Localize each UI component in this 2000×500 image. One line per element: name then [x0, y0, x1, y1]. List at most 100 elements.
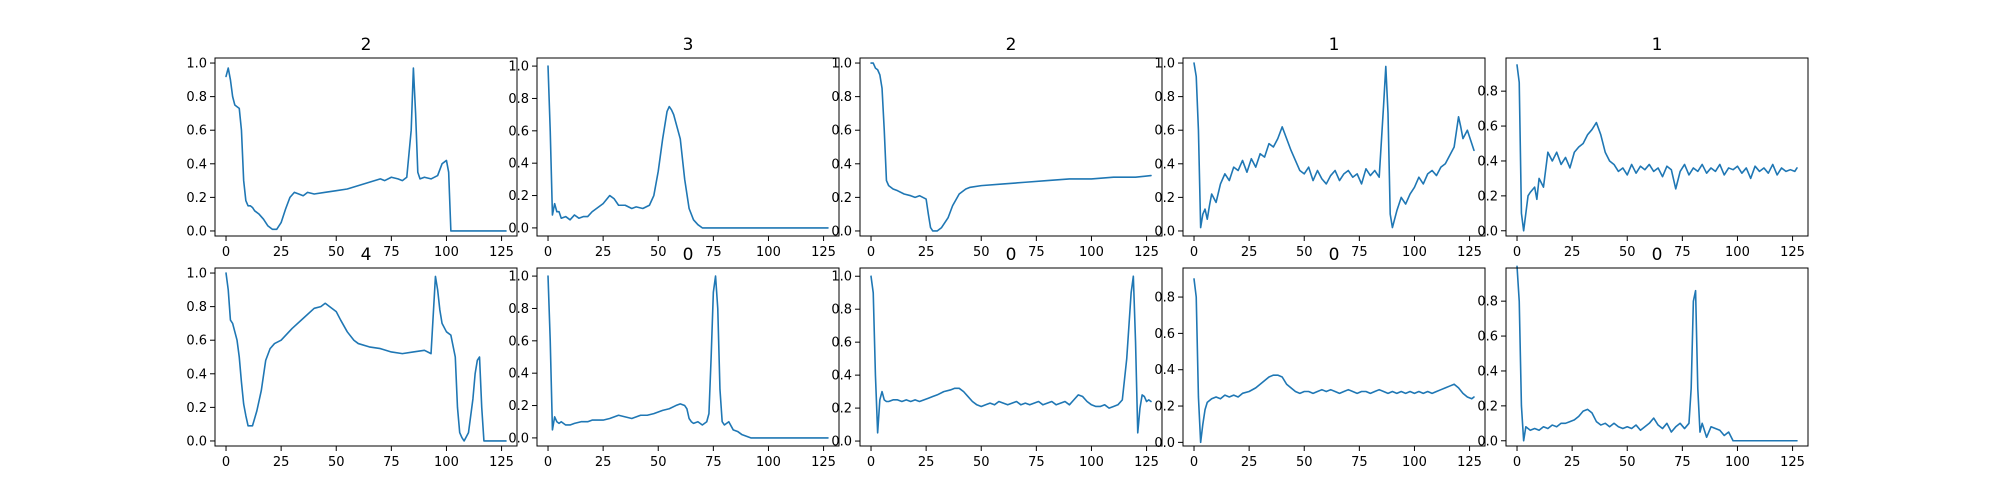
axes-frame [1505, 57, 1809, 237]
y-tick-label: 0.6 [1154, 124, 1175, 139]
x-tick-label: 50 [1296, 455, 1313, 470]
x-tick-label: 0 [544, 245, 552, 260]
x-tick-label: 75 [1351, 245, 1368, 260]
y-tick-label: 0.2 [1477, 399, 1498, 414]
y-tick-label: 0.6 [186, 124, 207, 139]
y-tick-label: 0.6 [1154, 327, 1175, 342]
y-tick-label: 0.0 [831, 435, 852, 450]
axes-frame [1182, 267, 1486, 447]
y-tick-label: 1.0 [1154, 57, 1175, 72]
subplot-title: 4 [361, 245, 372, 265]
y-tick-label: 0.8 [186, 90, 207, 105]
x-tick-label: 25 [1241, 245, 1258, 260]
subplot-8: 0 0 25 50 75 100 125 0.0 0.2 0.4 0.6 0.8 1.0 [831, 245, 1163, 470]
x-tick-label: 25 [273, 455, 290, 470]
series-line [225, 67, 507, 232]
y-tick-label: 0.0 [508, 221, 529, 236]
series-line [1516, 265, 1798, 442]
y-tick-label: 0.4 [831, 369, 852, 384]
x-tick-label: 50 [328, 245, 345, 260]
y-tick-label: 1.0 [186, 267, 207, 282]
subplot-4: 1 0 25 50 75 100 125 0.0 0.2 0.4 0.6 0.8 1.0 [1154, 35, 1486, 260]
y-tick-label: 0.0 [1477, 224, 1498, 239]
y-tick-label: 0.2 [1154, 191, 1175, 206]
y-tick-label: 1.0 [508, 270, 529, 285]
x-tick-label: 125 [1457, 245, 1482, 260]
y-tick-label: 0.2 [186, 401, 207, 416]
y-tick-label: 0.2 [1477, 189, 1498, 204]
axes-frame [1182, 57, 1486, 237]
y-tick-label: 0.4 [1154, 157, 1175, 172]
axes-frame [536, 267, 840, 447]
y-tick-label: 0.8 [1477, 85, 1498, 100]
axes-frame [214, 267, 518, 447]
subplot-7: 0 0 25 50 75 100 125 0.0 0.2 0.4 0.6 0.8 1.0 [508, 245, 840, 470]
x-tick-label: 25 [918, 245, 935, 260]
x-tick-label: 50 [328, 455, 345, 470]
y-tick-label: 1.0 [831, 57, 852, 72]
x-tick-label: 75 [1028, 245, 1045, 260]
subplot-title: 0 [1652, 245, 1663, 265]
y-tick-label: 0.2 [831, 402, 852, 417]
subplot-title: 2 [361, 35, 372, 55]
y-tick-label: 0.4 [1477, 154, 1498, 169]
series-line [870, 62, 1152, 232]
subplot-title: 0 [1329, 245, 1340, 265]
y-tick-label: 1.0 [186, 57, 207, 72]
x-tick-label: 0 [222, 455, 230, 470]
x-tick-label: 100 [756, 245, 781, 260]
x-tick-label: 100 [1725, 245, 1750, 260]
x-tick-label: 25 [918, 455, 935, 470]
x-tick-label: 50 [1619, 455, 1636, 470]
y-tick-label: 0.6 [1477, 330, 1498, 345]
y-tick-label: 0.8 [1477, 295, 1498, 310]
subplot-title: 1 [1329, 35, 1340, 55]
y-tick-label: 0.8 [508, 92, 529, 107]
x-tick-label: 100 [756, 455, 781, 470]
subplot-title: 0 [1006, 245, 1017, 265]
x-tick-label: 0 [544, 455, 552, 470]
y-tick-label: 0.2 [508, 399, 529, 414]
y-tick-label: 0.4 [186, 157, 207, 172]
subplot-title: 1 [1652, 35, 1663, 55]
series-line [870, 275, 1152, 434]
x-tick-label: 125 [1134, 245, 1159, 260]
series-line [1193, 62, 1475, 229]
x-tick-label: 125 [811, 245, 836, 260]
y-tick-label: 0.2 [508, 189, 529, 204]
y-tick-label: 0.6 [508, 334, 529, 349]
x-tick-label: 125 [489, 245, 514, 260]
x-tick-label: 125 [1780, 455, 1805, 470]
y-tick-label: 0.0 [186, 434, 207, 449]
y-tick-label: 1.0 [831, 270, 852, 285]
x-tick-label: 75 [1028, 455, 1045, 470]
series-line [547, 275, 829, 439]
y-tick-label: 0.0 [1154, 224, 1175, 239]
x-tick-label: 75 [1674, 245, 1691, 260]
x-tick-label: 0 [1513, 455, 1521, 470]
series-line [225, 272, 507, 442]
x-tick-label: 50 [973, 455, 990, 470]
x-tick-label: 75 [1351, 455, 1368, 470]
series-line [547, 65, 829, 229]
axes-frame [536, 57, 840, 237]
x-tick-label: 125 [1457, 455, 1482, 470]
y-tick-label: 0.8 [831, 303, 852, 318]
axes-frame [859, 57, 1163, 237]
series-line [1193, 278, 1475, 444]
subplot-5: 1 0 25 50 75 100 125 0.0 0.2 0.4 0.6 0.8 [1477, 35, 1809, 260]
y-tick-label: 0.4 [831, 157, 852, 172]
y-tick-label: 0.2 [831, 191, 852, 206]
y-tick-label: 0.0 [831, 224, 852, 239]
axes-frame [859, 267, 1163, 447]
x-tick-label: 50 [1619, 245, 1636, 260]
y-tick-label: 0.4 [508, 157, 529, 172]
x-tick-label: 25 [1564, 245, 1581, 260]
x-tick-label: 0 [1513, 245, 1521, 260]
x-tick-label: 0 [1190, 245, 1198, 260]
x-tick-label: 0 [867, 455, 875, 470]
subplot-6: 4 0 25 50 75 100 125 0.0 0.2 0.4 0.6 0.8 1.0 [186, 245, 518, 470]
